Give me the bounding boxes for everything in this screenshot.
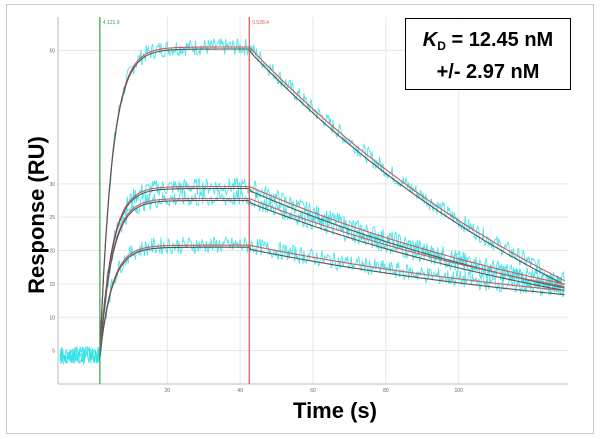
kd-annotation-box: KD = 12.45 nM +/- 2.97 nM — [405, 18, 571, 90]
fit-curves — [99, 46, 565, 358]
grid-lines — [58, 17, 568, 384]
x-tick-label: 80 — [383, 388, 389, 394]
fit-curve-3-red — [99, 197, 565, 356]
marker-label-2: 0.528.4 — [252, 20, 269, 26]
tick-labels: 20 40 60 80 100 5 10 15 20 25 30 50 — [49, 48, 463, 394]
raw-trace-2 — [59, 177, 565, 366]
x-tick-label: 60 — [310, 388, 316, 394]
x-axis-label: Time (s) — [293, 398, 377, 423]
y-tick-label: 30 — [49, 182, 55, 188]
axes — [57, 17, 568, 385]
marker-label-1: 4.121.9 — [103, 20, 120, 26]
y-tick-label: 10 — [49, 315, 55, 321]
y-tick-label: 20 — [49, 249, 55, 255]
y-tick-label: 15 — [49, 282, 55, 288]
vertical-markers: 4.121.9 0.528.4 — [99, 17, 269, 384]
kd-value-line: KD = 12.45 nM — [406, 27, 570, 59]
raw-data-series — [59, 37, 565, 366]
kd-symbol: K — [422, 29, 438, 51]
y-axis-label: Response (RU) — [24, 136, 49, 294]
x-tick-label: 40 — [237, 388, 243, 394]
x-tick-label: 100 — [455, 388, 464, 394]
fit-curve-2-red — [99, 185, 565, 356]
kd-error: +/- 2.97 nM — [436, 61, 540, 83]
fit-curve-1-red — [99, 46, 565, 356]
y-tick-label: 5 — [52, 349, 55, 355]
fit-curve-1-dark — [99, 48, 565, 358]
kd-value: = 12.45 nM — [451, 29, 554, 51]
fit-curve-3-dark — [99, 199, 565, 358]
y-tick-label: 25 — [49, 215, 55, 221]
fit-curve-4-dark — [99, 246, 565, 358]
x-tick-label: 20 — [165, 388, 171, 394]
y-tick-label: 50 — [49, 48, 55, 54]
fit-curve-4-red — [99, 244, 565, 356]
raw-trace-1 — [59, 37, 565, 364]
kd-subscript: D — [437, 39, 446, 53]
raw-trace-3 — [59, 188, 565, 365]
raw-trace-4 — [59, 235, 565, 366]
